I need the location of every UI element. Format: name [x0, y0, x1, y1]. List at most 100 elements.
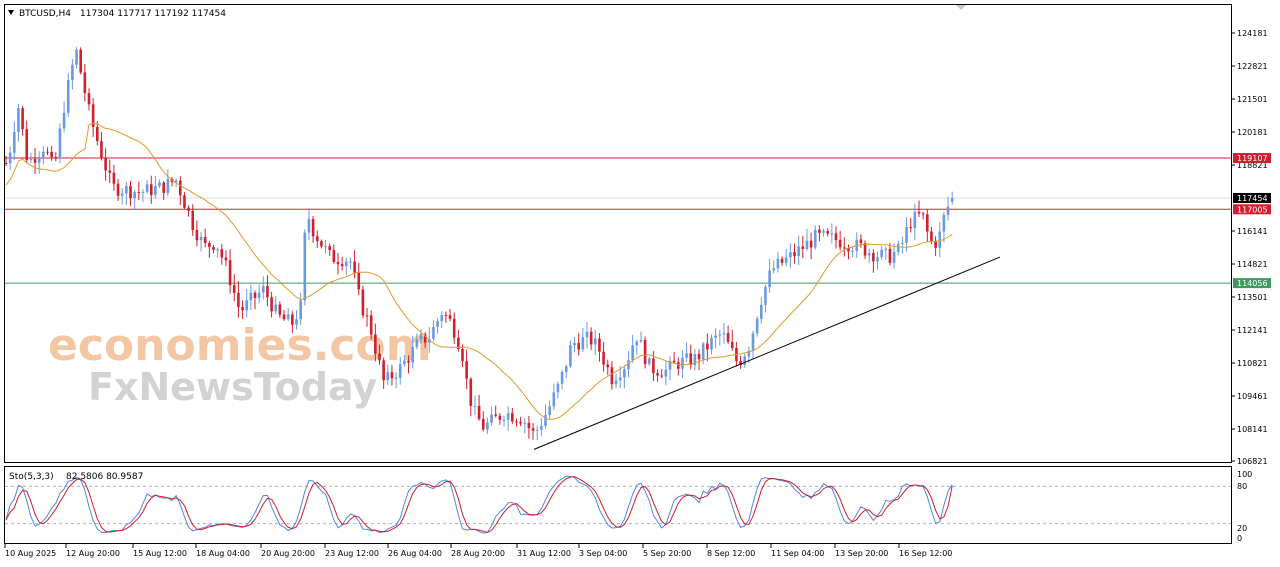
candle-body: [365, 315, 369, 317]
candle-body: [776, 258, 780, 269]
level-label-bg: [1233, 278, 1271, 289]
candle-body: [50, 151, 53, 158]
candle-body: [656, 373, 659, 376]
level-label: 117005: [1237, 205, 1268, 214]
candle-bear: [270, 291, 273, 318]
candle-body: [494, 414, 497, 416]
candle-body: [174, 180, 178, 183]
candle-bear: [21, 105, 24, 136]
candle-bear: [108, 159, 112, 183]
candle-body: [291, 314, 294, 325]
candle-bear: [793, 243, 796, 264]
candle-body: [369, 315, 373, 335]
candle-body: [448, 315, 452, 319]
candle-body: [398, 364, 402, 378]
candle-body: [610, 367, 614, 385]
watermark-economies: economies.com: [48, 320, 432, 371]
candle-bear: [531, 422, 535, 440]
candle-body: [125, 185, 128, 194]
candle-body: [643, 339, 647, 365]
price-tick-label: 121501: [1237, 95, 1268, 104]
time-tick-label: 3 Sep 04:00: [579, 549, 627, 558]
candle-body: [295, 319, 298, 325]
candle-body: [623, 369, 626, 378]
candle-bull: [303, 229, 307, 306]
candle-bull: [62, 101, 66, 133]
candle-body: [926, 214, 929, 232]
stochastic-lines: 100 80 200: [5, 470, 1252, 543]
candle-bull: [942, 211, 946, 243]
candle-bull: [946, 196, 950, 221]
level-label-bg: [1233, 153, 1271, 164]
candle-bull: [668, 356, 672, 381]
candle-body: [872, 252, 875, 262]
candle-body: [311, 219, 315, 237]
candle-body: [606, 364, 610, 368]
candle-body: [465, 361, 468, 379]
candle-bear: [423, 332, 427, 348]
candle-body: [635, 341, 639, 346]
candle-body: [208, 242, 211, 248]
candle-bull: [631, 334, 634, 363]
candle-body: [477, 405, 481, 420]
candle-body: [46, 151, 49, 153]
chart-shift-marker-icon[interactable]: [956, 5, 966, 10]
time-tick-label: 18 Aug 04:00: [196, 549, 250, 558]
candle-bull: [901, 236, 904, 254]
candle-bear: [477, 394, 481, 421]
candle-bull: [950, 191, 954, 205]
candle-bear: [282, 309, 286, 321]
candle-body: [299, 300, 302, 320]
candle-bull: [29, 152, 33, 164]
candle-body: [179, 180, 182, 196]
candle-body: [892, 251, 896, 263]
candle-bull: [154, 175, 157, 199]
candle-bear: [407, 355, 410, 374]
candle-body: [270, 297, 273, 312]
price-labels: 119107 117005 114056 117454: [1233, 153, 1271, 289]
main-chart-frame: [4, 4, 1232, 463]
candle-body: [813, 229, 817, 248]
candle-bear: [191, 204, 195, 236]
candle-body: [307, 219, 311, 233]
candle-body: [212, 247, 215, 250]
candle-bull: [436, 318, 439, 334]
candle-body: [444, 315, 448, 317]
candle-bull: [506, 406, 510, 432]
watermark: economies.com FxNewsToday: [48, 320, 432, 409]
candle-bull: [8, 146, 12, 170]
current-price-label: 117454: [1237, 194, 1268, 203]
candle-body: [361, 289, 365, 316]
candle-bear: [129, 180, 132, 206]
candle-body: [743, 356, 746, 365]
candle-body: [108, 170, 112, 173]
candle-body: [718, 334, 722, 336]
trendline-support[interactable]: [533, 256, 1001, 450]
candle-body: [772, 268, 776, 271]
candle-bear: [739, 355, 742, 369]
candle-bear: [266, 275, 269, 307]
candle-body: [191, 210, 195, 230]
candle-bear: [212, 244, 215, 254]
candle-bull: [627, 351, 630, 378]
chart-menu-triangle-icon[interactable]: [8, 10, 14, 15]
candle-body: [203, 236, 207, 243]
time-tick-label: 16 Sep 12:00: [899, 549, 952, 558]
candle-body: [104, 157, 107, 171]
candle-bull: [614, 373, 618, 389]
candle-bull: [386, 364, 390, 386]
candle-body: [863, 243, 867, 256]
candle-bear: [610, 361, 614, 390]
candle-body: [116, 183, 120, 196]
candle-body: [913, 211, 917, 229]
candle-body: [440, 315, 444, 322]
candle-bear: [104, 148, 107, 181]
candle-body: [722, 333, 726, 335]
price-tick-label: 114821: [1237, 260, 1268, 269]
candle-bear: [50, 145, 53, 161]
candle-bear: [291, 311, 294, 334]
candle-bear: [606, 359, 610, 376]
candle-bull: [760, 297, 763, 324]
candle-body: [755, 318, 759, 334]
candle-body: [457, 337, 460, 350]
